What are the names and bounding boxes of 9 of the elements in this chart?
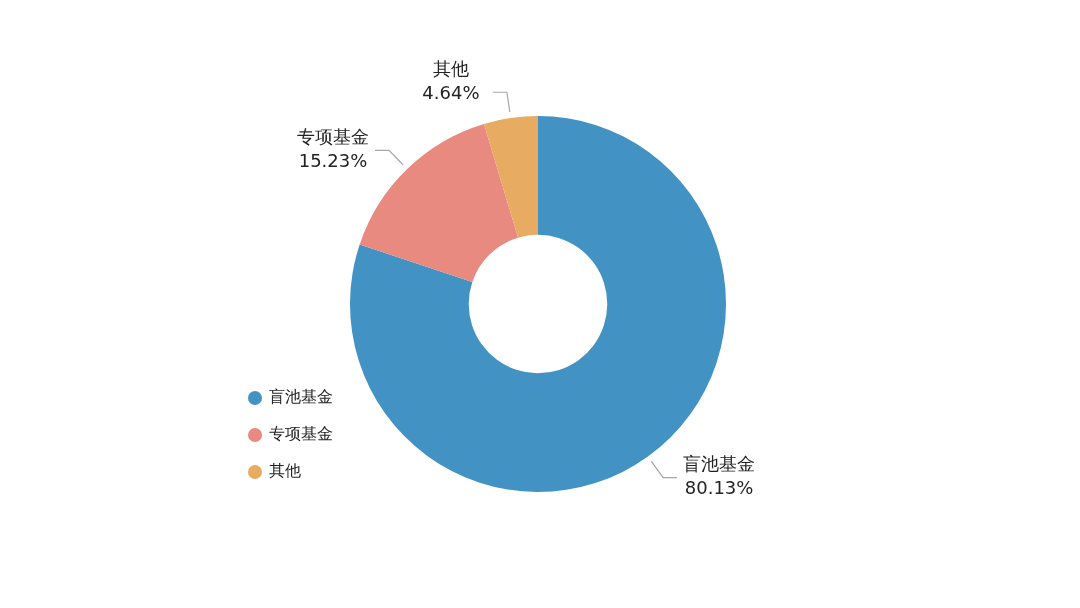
slice-label: 盲池基金	[683, 453, 756, 475]
data-label: 80.13%	[684, 477, 754, 499]
legend-label: 盲池基金	[269, 387, 333, 407]
slice-label: 专项基金	[297, 126, 370, 148]
data-label: 4.64%	[422, 81, 480, 103]
legend-label: 专项基金	[269, 424, 333, 444]
legend-label: 其他	[269, 461, 301, 481]
data-label: 15.23%	[298, 150, 368, 172]
slice-label: 其他	[432, 57, 469, 79]
